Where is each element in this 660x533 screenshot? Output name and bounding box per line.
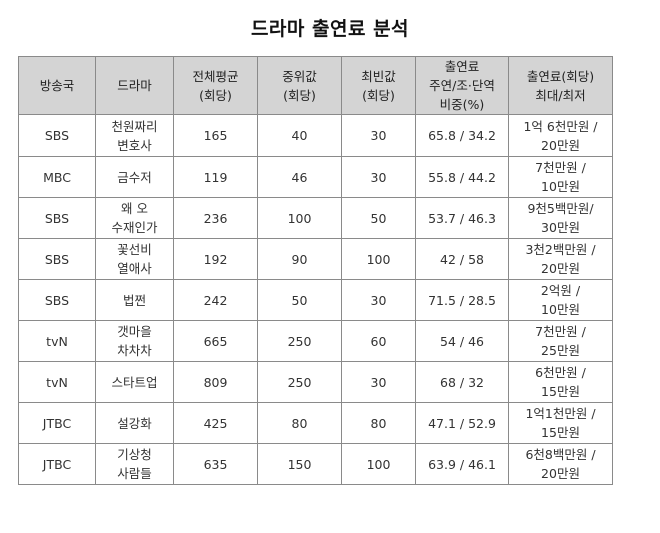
cell-drama: 천원짜리 변호사 (95, 114, 174, 157)
cell-mode: 60 (341, 320, 416, 362)
cell-median: 46 (257, 156, 342, 198)
cell-mode: 80 (341, 402, 416, 444)
header-maxmin: 출연료(회당) 최대/최저 (508, 56, 613, 115)
table-row: SBS 법쩐 242 50 30 71.5 / 28.5 2억원 / 10만원 (18, 279, 613, 321)
cell-maxmin: 7천만원 / 25만원 (508, 320, 613, 362)
cell-mean: 165 (173, 114, 258, 157)
cell-maxmin: 9천5백만원/ 30만원 (508, 197, 613, 239)
cell-maxmin: 1억 6천만원 / 20만원 (508, 114, 613, 157)
cell-share: 63.9 / 46.1 (415, 443, 509, 485)
cell-drama: 금수저 (95, 156, 174, 198)
table-row: tvN 스타트업 809 250 30 68 / 32 6천만원 / 15만원 (18, 361, 613, 403)
header-median: 중위값 (회당) (257, 56, 342, 115)
cell-share: 42 / 58 (415, 238, 509, 280)
cell-maxmin: 1억1천만원 / 15만원 (508, 402, 613, 444)
cell-mode: 100 (341, 443, 416, 485)
cell-maxmin: 6천만원 / 15만원 (508, 361, 613, 403)
cell-mean: 635 (173, 443, 258, 485)
cell-median: 40 (257, 114, 342, 157)
header-broadcaster: 방송국 (18, 56, 96, 115)
cell-maxmin: 3천2백만원 / 20만원 (508, 238, 613, 280)
table-row: JTBC 설강화 425 80 80 47.1 / 52.9 1억1천만원 / … (18, 402, 613, 444)
cell-median: 100 (257, 197, 342, 239)
cell-mean: 665 (173, 320, 258, 362)
cell-share: 55.8 / 44.2 (415, 156, 509, 198)
cell-mode: 30 (341, 114, 416, 157)
table-row: SBS 천원짜리 변호사 165 40 30 65.8 / 34.2 1억 6천… (18, 114, 613, 157)
cell-maxmin: 7천만원 / 10만원 (508, 156, 613, 198)
cell-drama: 기상청 사람들 (95, 443, 174, 485)
cell-share: 65.8 / 34.2 (415, 114, 509, 157)
cell-share: 54 / 46 (415, 320, 509, 362)
cell-mean: 809 (173, 361, 258, 403)
table-row: MBC 금수저 119 46 30 55.8 / 44.2 7천만원 / 10만… (18, 156, 613, 198)
cell-drama: 왜 오 수재인가 (95, 197, 174, 239)
table-row: tvN 갯마을 차차차 665 250 60 54 / 46 7천만원 / 25… (18, 320, 613, 362)
table-row: SBS 꽃선비 열애사 192 90 100 42 / 58 3천2백만원 / … (18, 238, 613, 280)
table-row: SBS 왜 오 수재인가 236 100 50 53.7 / 46.3 9천5백… (18, 197, 613, 239)
cell-drama: 스타트업 (95, 361, 174, 403)
cell-mode: 30 (341, 156, 416, 198)
cell-mean: 119 (173, 156, 258, 198)
cell-broadcaster: tvN (18, 320, 96, 362)
header-mode: 최빈값 (회당) (341, 56, 416, 115)
cell-median: 80 (257, 402, 342, 444)
cell-share: 71.5 / 28.5 (415, 279, 509, 321)
cell-median: 250 (257, 320, 342, 362)
cell-maxmin: 6천8백만원 / 20만원 (508, 443, 613, 485)
cell-maxmin: 2억원 / 10만원 (508, 279, 613, 321)
cell-mean: 192 (173, 238, 258, 280)
cell-broadcaster: JTBC (18, 402, 96, 444)
cell-mean: 242 (173, 279, 258, 321)
cell-broadcaster: JTBC (18, 443, 96, 485)
header-drama: 드라마 (95, 56, 174, 115)
cell-drama: 법쩐 (95, 279, 174, 321)
cell-broadcaster: tvN (18, 361, 96, 403)
cell-share: 68 / 32 (415, 361, 509, 403)
cell-broadcaster: SBS (18, 238, 96, 280)
cell-median: 90 (257, 238, 342, 280)
cell-median: 50 (257, 279, 342, 321)
header-mean: 전체평균 (회당) (173, 56, 258, 115)
table-row: JTBC 기상청 사람들 635 150 100 63.9 / 46.1 6천8… (18, 443, 613, 485)
cell-drama: 꽃선비 열애사 (95, 238, 174, 280)
cell-broadcaster: MBC (18, 156, 96, 198)
cell-mean: 236 (173, 197, 258, 239)
cell-mode: 50 (341, 197, 416, 239)
cell-drama: 갯마을 차차차 (95, 320, 174, 362)
cell-share: 47.1 / 52.9 (415, 402, 509, 444)
header-row: 방송국 드라마 전체평균 (회당) 중위값 (회당) 최빈값 (회당) 출연료 … (18, 56, 613, 115)
cell-median: 150 (257, 443, 342, 485)
cell-mode: 100 (341, 238, 416, 280)
header-share: 출연료 주연/조·단역 비중(%) (415, 56, 509, 115)
cell-share: 53.7 / 46.3 (415, 197, 509, 239)
cell-mode: 30 (341, 279, 416, 321)
cell-median: 250 (257, 361, 342, 403)
fee-table: 방송국 드라마 전체평균 (회당) 중위값 (회당) 최빈값 (회당) 출연료 … (18, 56, 613, 485)
cell-broadcaster: SBS (18, 114, 96, 157)
cell-mode: 30 (341, 361, 416, 403)
page-title: 드라마 출연료 분석 (250, 18, 410, 40)
cell-mean: 425 (173, 402, 258, 444)
cell-broadcaster: SBS (18, 197, 96, 239)
cell-drama: 설강화 (95, 402, 174, 444)
cell-broadcaster: SBS (18, 279, 96, 321)
